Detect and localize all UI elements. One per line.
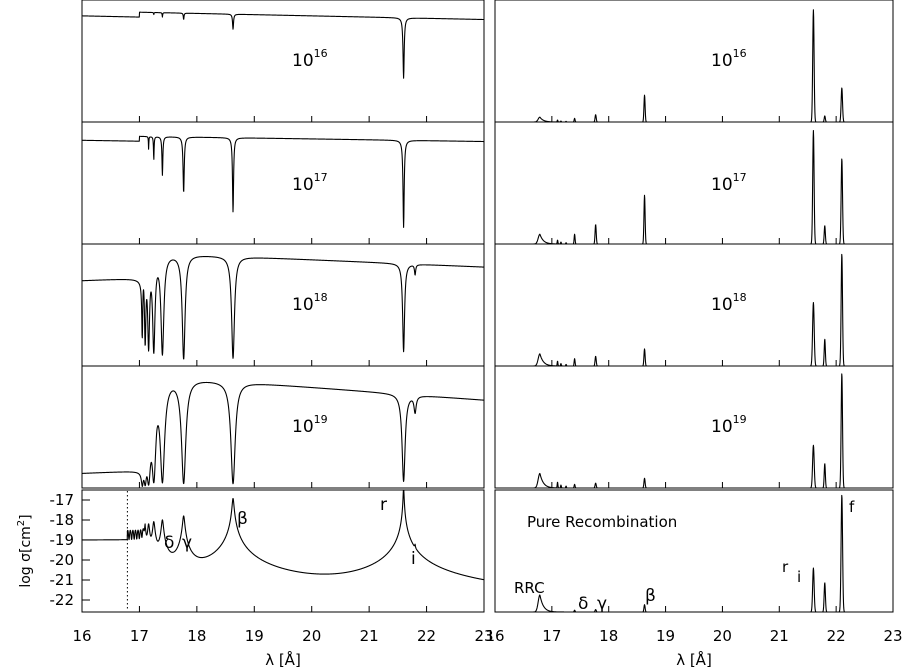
column-density-label: 1017 [711, 171, 747, 195]
left-panel-2: 1017 [81, 121, 485, 245]
x-tick-label: 21 [360, 627, 379, 645]
column-density-label: 1018 [292, 291, 328, 315]
x-axis-left: 16 17 18 19 20 21 22 23 [72, 116, 494, 645]
absorption-spectrum-curve [81, 256, 485, 360]
absorption-spectrum-curve [81, 11, 485, 79]
gamma-label: γ [597, 594, 607, 614]
i-label: i [411, 549, 416, 569]
x-tick-label: 18 [187, 627, 206, 645]
delta-label: δ [164, 533, 174, 553]
absorption-spectrum-curve [81, 381, 485, 487]
y-axis-ticks: -17 -18 -19 -20 -21 -22 [50, 491, 90, 609]
absorption-spectrum-curve [81, 135, 485, 228]
column-density-label: 1016 [711, 47, 747, 71]
r-label: r [782, 558, 789, 576]
x-axis-right: 16 17 18 19 20 21 22 23 [485, 116, 903, 645]
emission-spectrum-curve [494, 373, 894, 489]
column-density-label: 1019 [711, 413, 747, 437]
x-tick-label: 19 [245, 627, 264, 645]
x-axis-label-right: λ [Å] [676, 650, 712, 669]
emission-spectrum-curve [494, 253, 894, 367]
y-tick-label: -21 [50, 571, 75, 589]
x-tick-label: 20 [302, 627, 321, 645]
left-panel-1: 1016 [81, 0, 485, 123]
column-density-label: 1016 [292, 47, 328, 71]
y-tick-label: -18 [50, 511, 75, 529]
x-tick-label: 16 [485, 627, 504, 645]
y-tick-label: -20 [50, 551, 75, 569]
x-tick-label: 20 [713, 627, 732, 645]
x-tick-label: 18 [599, 627, 618, 645]
rrc-label: RRC [514, 579, 545, 597]
gamma-label: γ [182, 533, 192, 553]
y-axis-label: log σ[cm2] [16, 514, 34, 587]
column-density-label: 1017 [292, 171, 328, 195]
f-label: f [849, 498, 855, 516]
r-label: r [380, 495, 387, 515]
x-tick-label: 19 [656, 627, 675, 645]
recombination-spectrum-curve [494, 494, 894, 613]
left-panel-3: 1018 [81, 243, 485, 367]
x-tick-label: 17 [130, 627, 149, 645]
column-density-label: 1018 [711, 291, 747, 315]
beta-label: β [237, 509, 248, 529]
x-tick-label: 22 [827, 627, 846, 645]
x-tick-label: 16 [72, 627, 91, 645]
right-panel-1: 1016 [494, 0, 894, 123]
pure-recombination-panel: Pure Recombination RRC δ γ β r i f [494, 489, 894, 614]
delta-label: δ [578, 594, 588, 614]
left-panel-4: 1019 [81, 365, 485, 489]
emission-spectrum-curve [494, 9, 894, 123]
x-tick-label: 17 [542, 627, 561, 645]
right-panel-2: 1017 [494, 121, 894, 245]
panel-title: Pure Recombination [527, 513, 677, 531]
x-axis-label-left: λ [Å] [265, 650, 301, 669]
emission-spectrum-curve [494, 129, 894, 245]
x-tick-label: 21 [770, 627, 789, 645]
x-tick-label: 23 [883, 627, 902, 645]
y-tick-label: -17 [50, 491, 75, 509]
cross-section-panel: -17 -18 -19 -20 -21 -22 log σ[cm2] δ γ β r i [16, 489, 485, 613]
x-tick-label: 22 [417, 627, 436, 645]
i-label: i [797, 568, 801, 586]
right-panel-4: 1019 [494, 365, 894, 489]
column-density-label: 1019 [292, 413, 328, 437]
y-tick-label: -22 [50, 591, 75, 609]
beta-label: β [645, 586, 656, 606]
x-tick-label: 23 [474, 627, 493, 645]
cross-section-curve [81, 489, 485, 581]
y-tick-label: -19 [50, 531, 75, 549]
right-panel-3: 1018 [494, 243, 894, 367]
